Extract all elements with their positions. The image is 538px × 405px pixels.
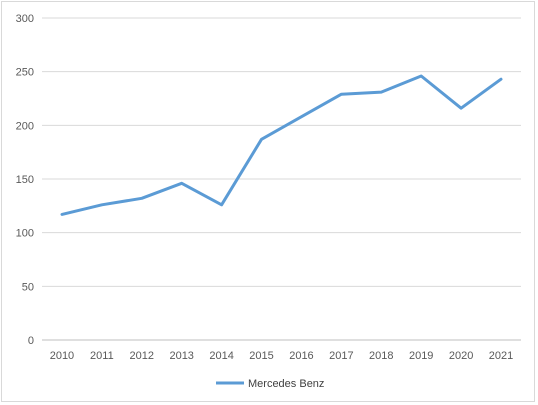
x-tick-label: 2015 [249, 350, 273, 362]
x-tick-label: 2017 [329, 350, 353, 362]
x-tick-label: 2012 [130, 350, 154, 362]
series-group [60, 74, 503, 216]
legend-label-mercedes-benz: Mercedes Benz [248, 378, 324, 390]
x-tick-label: 2020 [449, 350, 473, 362]
y-tick-label: 150 [16, 174, 34, 186]
y-tick-label: 250 [16, 67, 34, 79]
y-tick-label: 200 [16, 120, 34, 132]
x-tick-label: 2014 [209, 350, 233, 362]
y-tick-label: 0 [28, 335, 34, 347]
x-tick-label: 2021 [489, 350, 513, 362]
x-tick-label: 2013 [169, 350, 193, 362]
x-tick-label: 2016 [289, 350, 313, 362]
series-line-mercedes-benz [60, 74, 503, 216]
y-tick-label: 50 [22, 281, 34, 293]
y-axis-ticks: 0 50 100 150 200 250 300 [16, 13, 34, 347]
x-tick-label: 2011 [90, 350, 114, 362]
x-tick-label: 2010 [50, 350, 74, 362]
x-tick-label: 2019 [409, 350, 433, 362]
y-tick-label: 100 [16, 228, 34, 240]
x-tick-label: 2018 [369, 350, 393, 362]
x-axis-ticks: 2010 2011 2012 2013 2014 2015 2016 2017 2018 2019… [50, 350, 514, 362]
y-tick-label: 300 [16, 13, 34, 25]
gridlines [42, 17, 521, 341]
legend: Mercedes Benz [216, 378, 324, 390]
